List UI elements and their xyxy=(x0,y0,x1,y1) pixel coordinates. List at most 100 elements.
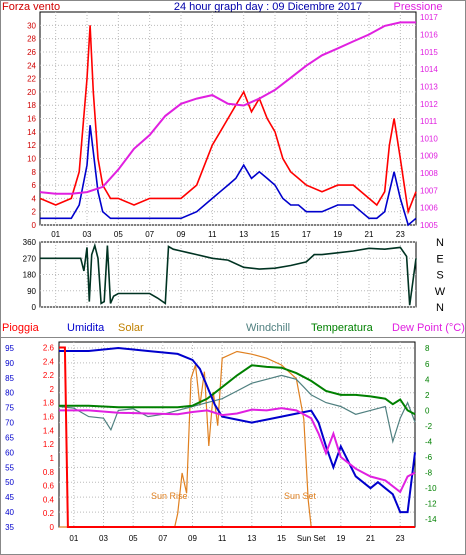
wind-ticks: 0246810121416182022242628301005100610071… xyxy=(27,13,438,239)
rain-label: Pioggia xyxy=(2,322,40,334)
humidity-y-tick: 90 xyxy=(5,359,14,368)
temp-y-tick: 2 xyxy=(425,391,430,400)
temp-x-tick: 13 xyxy=(247,534,256,543)
temp-x-tick: Sun Set xyxy=(297,534,326,543)
pressure-y-tick: 1008 xyxy=(420,169,438,178)
humidity-y-tick: 70 xyxy=(5,419,14,428)
windchill-label: Windchill xyxy=(246,322,290,334)
pressure-y-tick: 1009 xyxy=(420,152,438,161)
pressure-y-tick: 1011 xyxy=(420,117,438,126)
temp-y-tick: -12 xyxy=(425,500,437,509)
dewpoint-label: Dew Point (°C) xyxy=(392,322,465,334)
rain-y-tick: 1 xyxy=(50,454,55,463)
rain-y-tick: 1.6 xyxy=(43,413,55,422)
direction-ticks: 0 N 90 W 180 S 270 E 360 N xyxy=(23,237,446,314)
humidity-y-tick: 95 xyxy=(5,344,14,353)
pressure-y-tick: 1014 xyxy=(420,65,438,74)
wind-series xyxy=(39,21,417,227)
temp-series xyxy=(58,346,416,528)
wind-y-tick: 10 xyxy=(27,154,36,163)
wind-x-tick: 07 xyxy=(145,230,154,239)
wind-y-tick: 18 xyxy=(27,101,36,110)
wind-direction-chart: 0 N 90 W 180 S 270 E 360 N xyxy=(23,237,446,314)
humidity-y-tick: 85 xyxy=(5,374,14,383)
temp-x-tick: 09 xyxy=(188,534,197,543)
wind-x-tick: 23 xyxy=(396,230,405,239)
wind-y-tick: 0 xyxy=(32,221,37,230)
wind-y-tick: 20 xyxy=(27,88,36,97)
pressure-y-tick: 1015 xyxy=(420,48,438,57)
temp-x-tick: 23 xyxy=(396,534,405,543)
rain-y-tick: 0 xyxy=(50,523,55,532)
rain-y-tick: 2.4 xyxy=(43,357,55,366)
temp-y-tick: -4 xyxy=(425,437,433,446)
temp-y-tick: 0 xyxy=(425,406,430,415)
temp-y-tick: -10 xyxy=(425,484,437,493)
wind-y-tick: 24 xyxy=(27,61,36,70)
temp-y-tick: 6 xyxy=(425,360,430,369)
humidity-y-tick: 50 xyxy=(5,478,14,487)
series-raffica xyxy=(39,25,417,215)
sunset-label: Sun Set xyxy=(284,491,317,501)
temp-y-tick: -2 xyxy=(425,422,433,431)
wind-x-tick: 13 xyxy=(239,230,248,239)
wind-y-tick: 4 xyxy=(32,194,37,203)
series-vento xyxy=(40,125,417,227)
temp-x-tick: 05 xyxy=(129,534,138,543)
pressure-y-tick: 1012 xyxy=(420,100,438,109)
humidity-y-tick: 40 xyxy=(5,508,14,517)
series-dew-point xyxy=(59,407,416,494)
wind-x-tick: 09 xyxy=(177,230,186,239)
compass-label: E xyxy=(436,253,443,265)
temp-y-tick: 8 xyxy=(425,344,430,353)
humidity-y-tick: 80 xyxy=(5,389,14,398)
temp-x-tick: 15 xyxy=(277,534,286,543)
temp-x-tick: 11 xyxy=(218,534,227,543)
rain-y-tick: 1.4 xyxy=(43,426,55,435)
humidity-y-tick: 35 xyxy=(5,523,14,532)
wind-y-tick: 6 xyxy=(32,181,37,190)
pressure-y-tick: 1013 xyxy=(420,82,438,91)
direction-y-tick: 180 xyxy=(23,271,37,280)
pressure-y-tick: 1010 xyxy=(420,134,438,143)
wind-x-tick: 19 xyxy=(333,230,342,239)
humidity-y-tick: 75 xyxy=(5,404,14,413)
wind-x-tick: 17 xyxy=(302,230,311,239)
rain-y-tick: 1.2 xyxy=(43,440,55,449)
temp-x-tick: 07 xyxy=(158,534,167,543)
temp-x-tick: 19 xyxy=(336,534,345,543)
temp-plot-area xyxy=(58,341,416,528)
humidity-label: Umidita xyxy=(67,322,105,334)
rain-y-tick: 1.8 xyxy=(43,399,55,408)
temp-y-tick: -14 xyxy=(425,515,437,524)
pressure-y-tick: 1006 xyxy=(420,204,438,213)
rain-y-tick: 0.4 xyxy=(43,495,55,504)
temp-x-tick: 01 xyxy=(69,534,78,543)
pressure-y-tick: 1005 xyxy=(420,221,438,230)
rain-y-tick: 0.2 xyxy=(43,509,55,518)
sunrise-label: Sun Rise xyxy=(151,491,188,501)
rain-y-tick: 2.2 xyxy=(43,371,55,380)
wind-grid xyxy=(40,12,416,226)
wind-y-tick: 16 xyxy=(27,115,36,124)
wind-pressure-chart: 0246810121416182022242628301005100610071… xyxy=(27,11,438,239)
compass-label: N xyxy=(436,237,444,249)
temperature-label: Temperatura xyxy=(311,322,374,334)
wind-y-tick: 8 xyxy=(32,168,37,177)
temp-y-tick: 4 xyxy=(425,375,430,384)
series-solar xyxy=(59,350,415,528)
compass-label: S xyxy=(436,270,443,282)
direction-grid xyxy=(40,241,416,308)
wind-y-tick: 14 xyxy=(27,128,36,137)
pressure-y-tick: 1017 xyxy=(420,13,438,22)
graph-title: 24 hour graph day : 09 Dicembre 2017 xyxy=(174,1,362,13)
direction-y-tick: 90 xyxy=(27,287,36,296)
humidity-y-tick: 45 xyxy=(5,493,14,502)
series-windchill xyxy=(58,374,416,444)
wind-x-tick: 05 xyxy=(114,230,123,239)
direction-y-tick: 270 xyxy=(23,254,37,263)
temp-x-tick: 21 xyxy=(366,534,375,543)
rain-y-tick: 0.6 xyxy=(43,482,55,491)
rain-y-tick: 0.8 xyxy=(43,468,55,477)
humidity-y-tick: 65 xyxy=(5,433,14,442)
